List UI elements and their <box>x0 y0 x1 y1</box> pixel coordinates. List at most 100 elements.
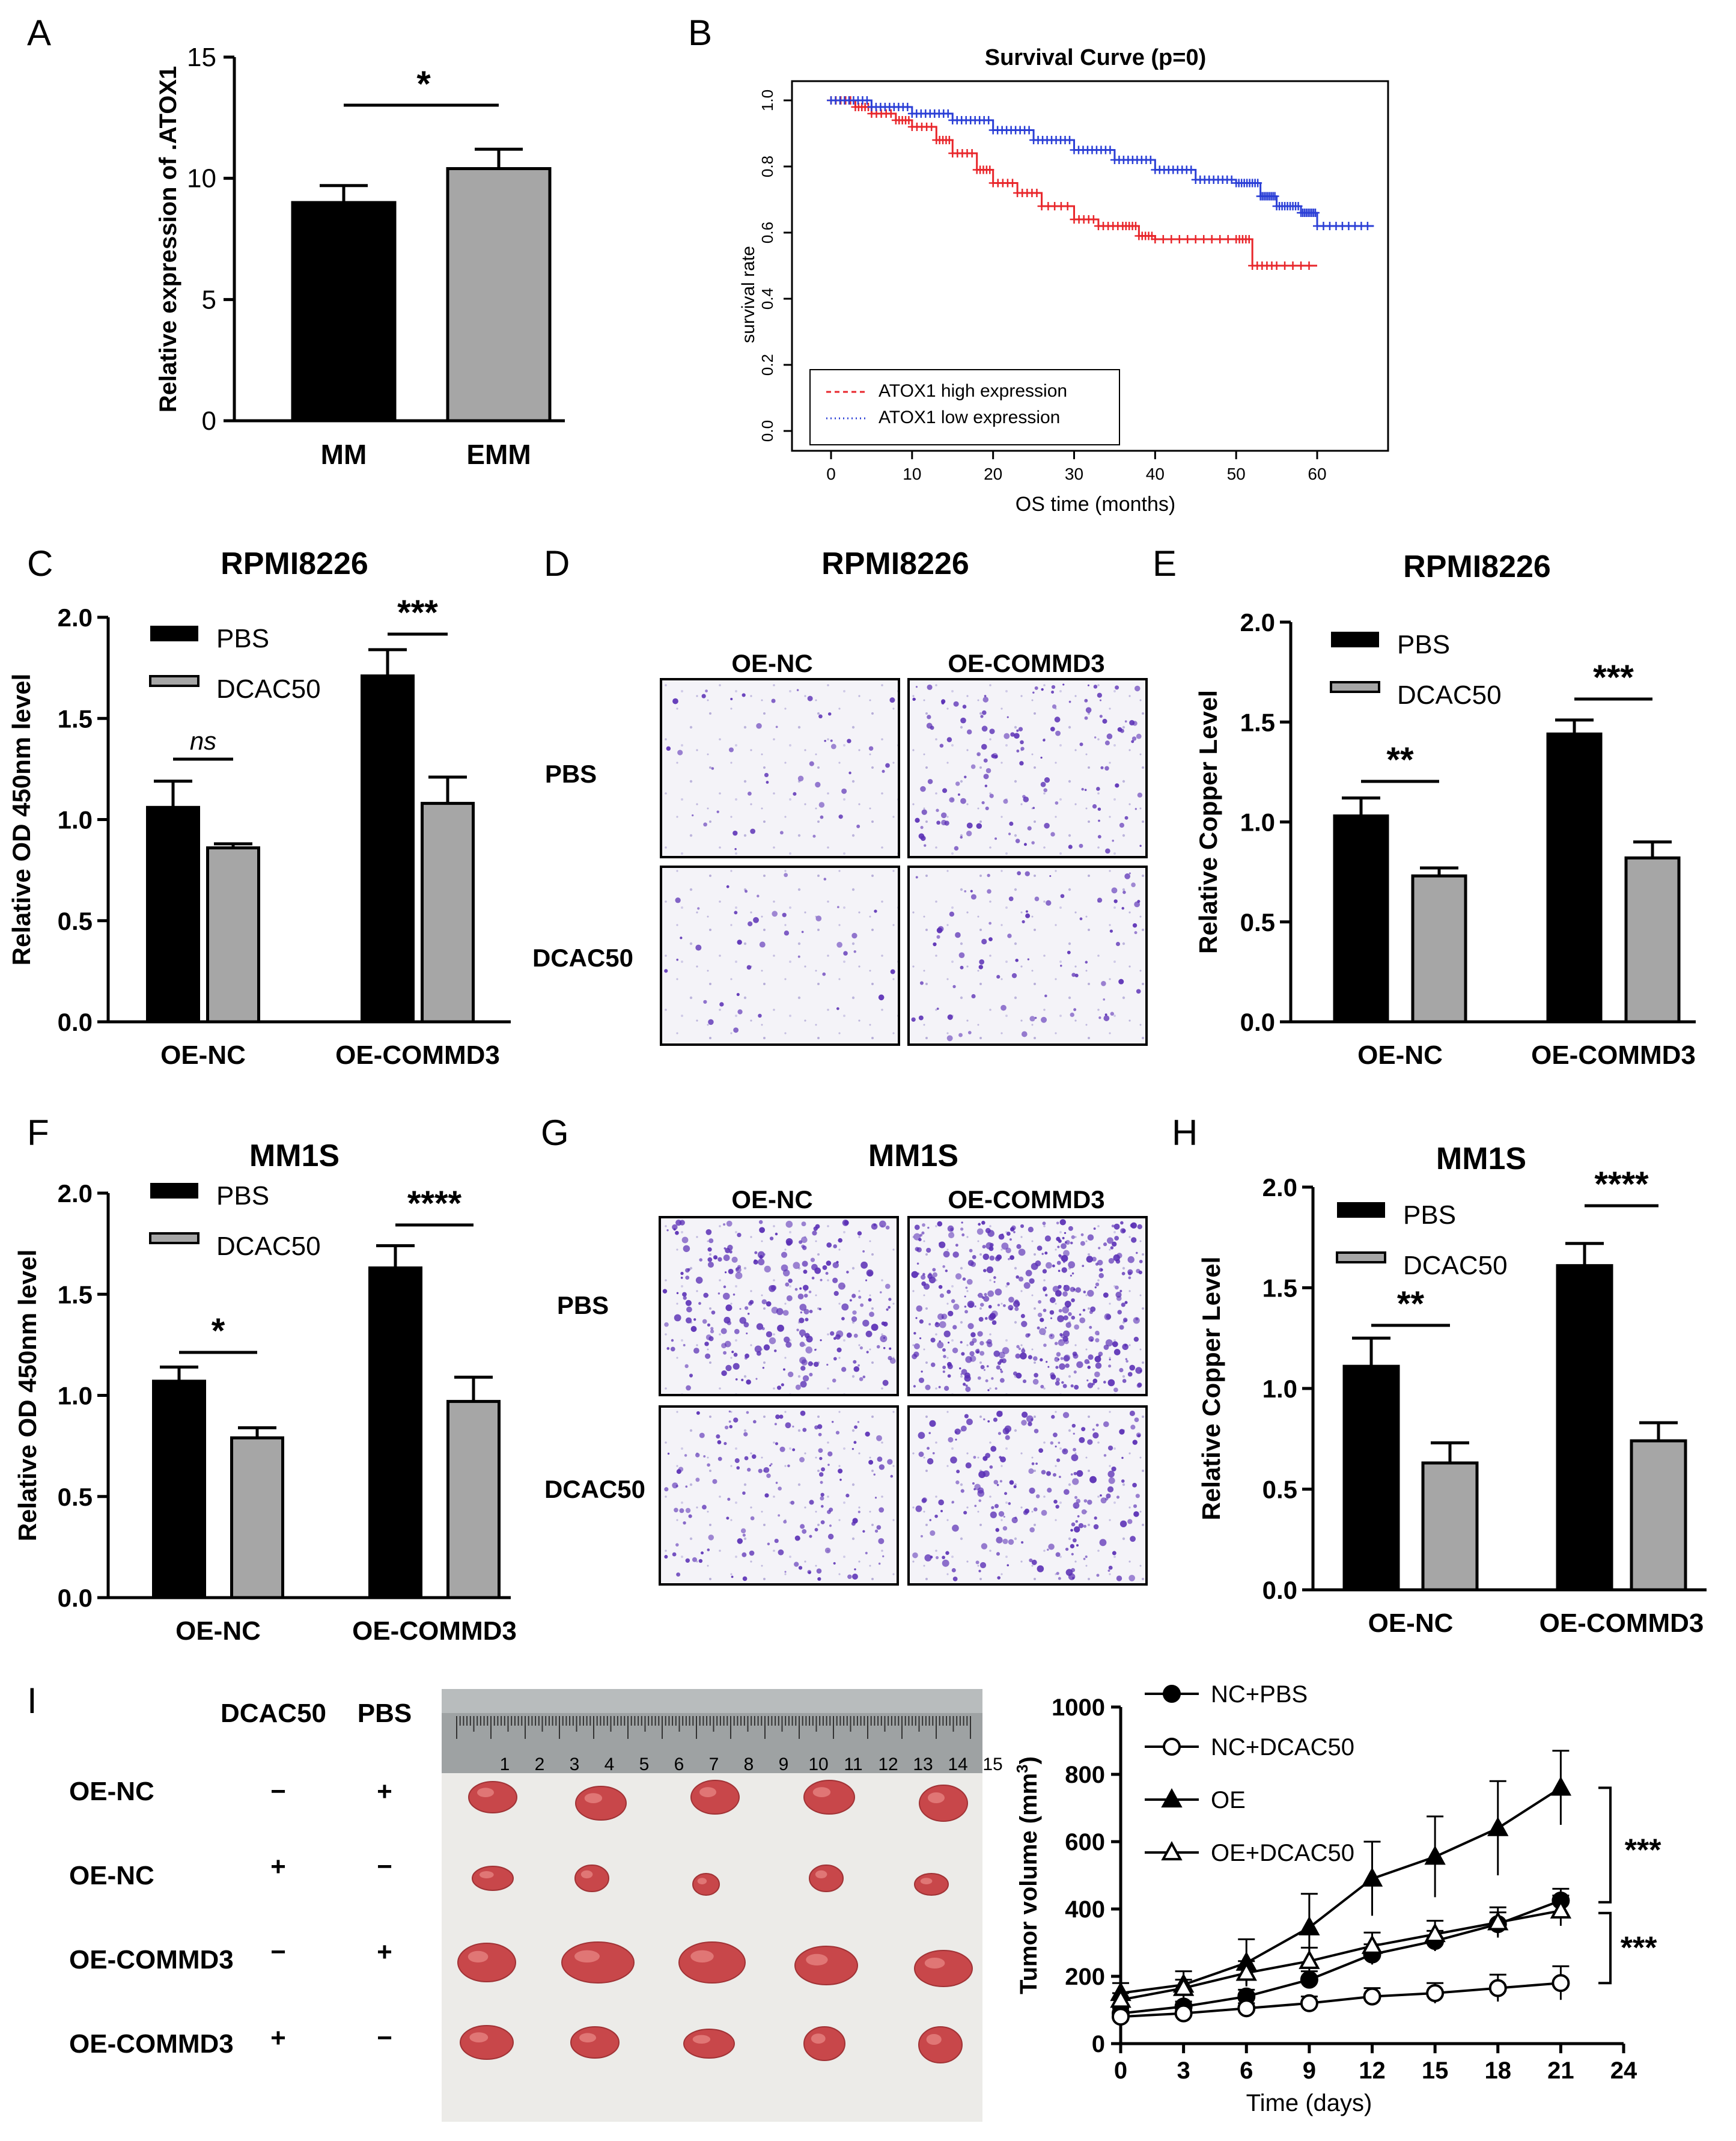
stained-cell <box>711 1310 716 1315</box>
stained-cell <box>1116 1575 1122 1581</box>
stained-cell <box>1021 1411 1028 1418</box>
stained-cell <box>976 1228 984 1235</box>
stained-cell <box>695 1277 703 1284</box>
stained-cell <box>776 1385 782 1390</box>
stained-cell <box>986 1365 989 1367</box>
bar-pbs-oe-nc <box>152 1379 206 1599</box>
stained-cell <box>851 933 857 939</box>
stained-cell <box>1019 761 1024 766</box>
stained-cell <box>1128 1276 1131 1280</box>
stained-cell <box>802 1260 808 1267</box>
stained-cell <box>1097 897 1103 903</box>
stained-cell <box>667 1452 670 1455</box>
stained-cell <box>1108 1364 1112 1368</box>
stained-cell <box>1079 1317 1086 1324</box>
stained-cell <box>1016 1275 1020 1279</box>
stained-cell <box>1065 1239 1070 1245</box>
stained-cell <box>885 763 890 768</box>
stained-cell <box>1135 1317 1139 1321</box>
stained-cell <box>853 950 856 953</box>
stained-cell <box>980 715 984 718</box>
stained-cell <box>979 1351 985 1356</box>
stained-cell <box>747 1468 751 1472</box>
stained-cell <box>775 1442 778 1446</box>
tumor-highlight <box>697 1878 707 1885</box>
stained-cell <box>824 739 826 742</box>
x-axis-label: Time (days) <box>1246 2090 1372 2116</box>
stained-cell <box>1122 1318 1128 1322</box>
stained-cell <box>797 775 804 782</box>
stained-cell <box>1071 1522 1076 1527</box>
stained-cell <box>962 1277 966 1281</box>
stained-cell <box>743 1432 748 1437</box>
stained-cell <box>1027 958 1030 961</box>
stained-cell <box>1067 950 1071 954</box>
stained-cell <box>956 1470 960 1474</box>
stained-cell <box>1071 1315 1076 1320</box>
stained-cell <box>869 1312 874 1318</box>
stained-cell <box>1116 1495 1120 1499</box>
stained-cell <box>761 1327 765 1331</box>
stained-cell <box>813 1226 818 1231</box>
stained-cell <box>771 698 776 703</box>
x-tick-label: 0 <box>1114 2057 1127 2084</box>
stained-cell <box>758 1258 765 1266</box>
stained-cell <box>1078 1523 1084 1529</box>
stained-cell <box>1000 1004 1007 1011</box>
stained-cell <box>702 1504 707 1510</box>
stained-cell <box>1107 1379 1115 1387</box>
stained-cell <box>1089 1325 1092 1329</box>
stained-cell <box>778 1514 781 1517</box>
stained-cell <box>1127 1519 1133 1524</box>
stained-cell <box>838 1468 843 1474</box>
stained-cell <box>827 1533 834 1540</box>
stained-cell <box>795 1384 801 1390</box>
stained-cell <box>707 1247 712 1252</box>
stained-cell <box>843 951 848 956</box>
stained-cell <box>762 1366 765 1369</box>
stained-cell <box>803 1309 809 1315</box>
stained-cell <box>1091 1256 1097 1262</box>
stained-cell <box>1023 796 1029 802</box>
stained-cell <box>985 1379 988 1382</box>
stained-cell <box>858 1295 862 1299</box>
tumor-highlight <box>469 2032 489 2043</box>
stained-cell <box>918 833 925 839</box>
stained-cell <box>1025 910 1028 913</box>
stained-cell <box>976 823 982 829</box>
stained-cell <box>854 1425 857 1429</box>
stained-cell <box>860 1303 864 1307</box>
stained-cell <box>820 1278 823 1281</box>
stained-cell <box>833 1290 839 1297</box>
stained-cell <box>733 1352 738 1357</box>
stained-cell <box>1041 1470 1046 1475</box>
legend-swatch <box>1331 632 1379 647</box>
stained-cell <box>969 1355 976 1362</box>
stained-cell <box>1106 1493 1111 1498</box>
stained-cell <box>1044 994 1047 998</box>
stained-cell <box>1054 716 1061 722</box>
bar-pbs-oe-commd3 <box>361 674 415 1024</box>
stained-cell <box>831 1420 834 1423</box>
stained-cell <box>974 1305 976 1308</box>
stained-cell <box>997 1361 1002 1365</box>
stained-cell <box>935 1556 939 1559</box>
stained-cell <box>876 1435 882 1441</box>
panel-g-col-label-oe-nc: OE-NC <box>731 1185 812 1214</box>
stained-cell <box>1124 816 1128 820</box>
stained-cell <box>1070 1286 1076 1292</box>
panel-d-image-nc-dcac50 <box>660 866 900 1046</box>
stained-cell <box>930 1362 936 1367</box>
stained-cell <box>982 1245 986 1249</box>
stained-cell <box>1070 1241 1073 1245</box>
stained-cell <box>1119 1520 1127 1527</box>
tumor-highlight <box>580 1870 593 1878</box>
stained-cell <box>988 1314 995 1321</box>
stained-cell <box>1093 685 1098 689</box>
stained-cell <box>811 1263 818 1271</box>
censor-mark <box>1244 235 1253 243</box>
stained-cell <box>984 695 987 697</box>
stained-cell <box>748 921 753 927</box>
stained-cell <box>774 1349 777 1352</box>
panel-letter-b: B <box>688 13 712 53</box>
